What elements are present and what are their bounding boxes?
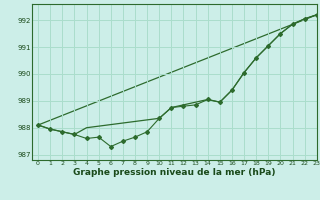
X-axis label: Graphe pression niveau de la mer (hPa): Graphe pression niveau de la mer (hPa)	[73, 168, 276, 177]
